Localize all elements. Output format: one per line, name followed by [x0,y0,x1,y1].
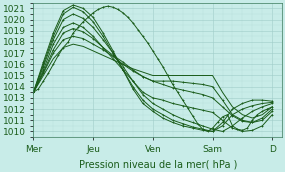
X-axis label: Pression niveau de la mer( hPa ): Pression niveau de la mer( hPa ) [79,159,237,169]
